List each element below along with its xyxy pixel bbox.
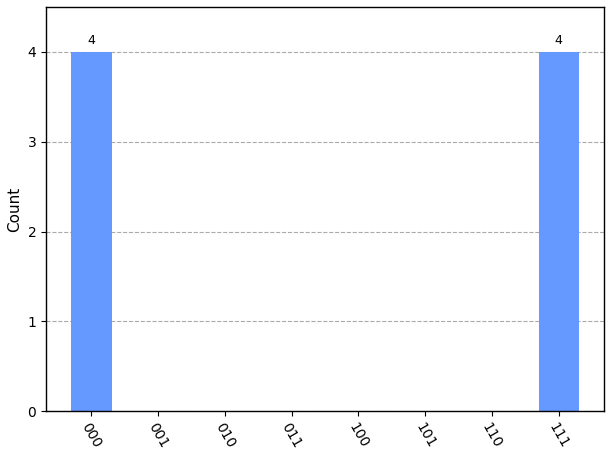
Bar xyxy=(539,52,579,411)
Text: 4: 4 xyxy=(87,34,95,47)
Text: 4: 4 xyxy=(555,34,563,47)
Y-axis label: Count: Count xyxy=(7,186,22,232)
Bar xyxy=(71,52,111,411)
